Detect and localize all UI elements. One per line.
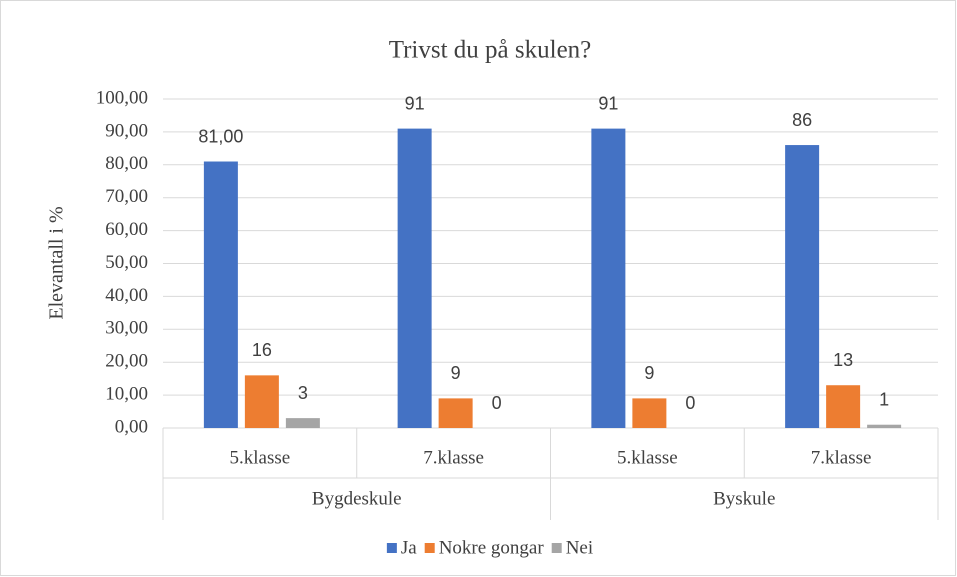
x-tick-label: 7.klasse bbox=[811, 447, 872, 468]
y-tick-label: 90,00 bbox=[105, 120, 148, 141]
data-label: 91 bbox=[598, 93, 618, 113]
data-label: 16 bbox=[252, 340, 272, 360]
bar bbox=[203, 161, 238, 428]
data-label: 91 bbox=[405, 93, 425, 113]
data-label: 81,00 bbox=[198, 126, 243, 146]
data-label: 1 bbox=[879, 389, 889, 409]
y-tick-label: 100,00 bbox=[96, 87, 148, 108]
legend-swatch bbox=[424, 543, 435, 553]
data-label: 13 bbox=[833, 350, 853, 370]
y-tick-label: 60,00 bbox=[105, 219, 148, 240]
y-tick-label: 0,00 bbox=[115, 416, 148, 437]
chart-title: Trivst du på skulen? bbox=[389, 37, 592, 64]
y-tick-label: 40,00 bbox=[105, 285, 148, 306]
bar bbox=[438, 398, 473, 428]
data-label: 0 bbox=[492, 393, 502, 413]
group-label: Byskule bbox=[713, 488, 775, 509]
bar bbox=[591, 128, 626, 429]
legend-label: Ja bbox=[401, 537, 417, 558]
legend-swatch bbox=[551, 543, 562, 553]
bar bbox=[785, 145, 820, 428]
y-tick-label: 70,00 bbox=[105, 186, 148, 207]
x-tick-label: 5.klasse bbox=[230, 447, 291, 468]
data-label: 0 bbox=[685, 393, 695, 413]
bar bbox=[867, 424, 902, 428]
y-axis-label: Elevantall i % bbox=[46, 206, 68, 319]
bar bbox=[632, 398, 667, 428]
y-tick-label: 50,00 bbox=[105, 252, 148, 273]
y-tick-label: 30,00 bbox=[105, 318, 148, 339]
bar bbox=[397, 128, 432, 429]
bar bbox=[285, 418, 320, 428]
y-tick-label: 80,00 bbox=[105, 153, 148, 174]
group-label: Bygdeskule bbox=[312, 488, 402, 509]
data-label: 86 bbox=[792, 110, 812, 130]
legend-label: Nei bbox=[566, 537, 593, 558]
data-label: 3 bbox=[298, 383, 308, 403]
x-tick-label: 7.klasse bbox=[423, 447, 484, 468]
legend-label: Nokre gongar bbox=[439, 537, 545, 558]
y-tick-label: 20,00 bbox=[105, 351, 148, 372]
bar bbox=[244, 375, 279, 428]
bar bbox=[826, 385, 861, 428]
y-tick-label: 10,00 bbox=[105, 383, 148, 404]
x-tick-label: 5.klasse bbox=[617, 447, 678, 468]
legend-swatch bbox=[386, 543, 397, 553]
data-label: 9 bbox=[451, 363, 461, 383]
data-label: 9 bbox=[644, 363, 654, 383]
